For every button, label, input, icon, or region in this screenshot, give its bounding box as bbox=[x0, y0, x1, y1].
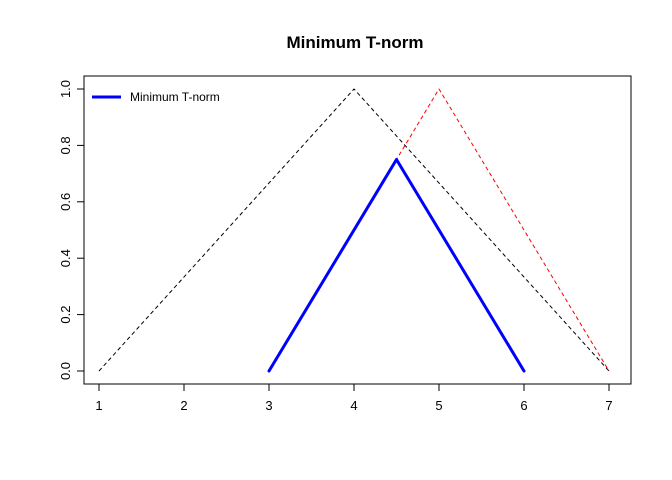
series-line-triangle-b bbox=[268, 88, 610, 372]
y-tick-label: 0.2 bbox=[58, 306, 73, 324]
y-tick-label: 0.0 bbox=[58, 362, 73, 380]
y-axis: 0.0 0.2 0.4 0.6 0.8 1.0 bbox=[58, 80, 85, 380]
series-line-triangle-a bbox=[98, 88, 610, 372]
y-tick-label: 0.8 bbox=[58, 136, 73, 154]
x-tick-label: 5 bbox=[435, 398, 442, 413]
x-tick-label: 6 bbox=[520, 398, 527, 413]
plot-frame bbox=[83, 75, 632, 385]
y-tick-label: 1.0 bbox=[58, 80, 73, 98]
series-line-min-tnorm bbox=[267, 158, 526, 373]
legend-label: Minimum T-norm bbox=[130, 90, 220, 104]
chart-title: Minimum T-norm bbox=[287, 33, 424, 52]
series-layer bbox=[98, 88, 610, 373]
x-tick-label: 2 bbox=[180, 398, 187, 413]
x-tick-label: 7 bbox=[605, 398, 612, 413]
x-tick-label: 4 bbox=[350, 398, 357, 413]
y-tick-label: 0.6 bbox=[58, 193, 73, 211]
x-axis: 1 2 3 4 5 6 7 bbox=[95, 383, 613, 413]
x-tick-label: 3 bbox=[265, 398, 272, 413]
legend: Minimum T-norm bbox=[92, 90, 220, 104]
y-tick-label: 0.4 bbox=[58, 249, 73, 267]
x-tick-label: 1 bbox=[95, 398, 102, 413]
